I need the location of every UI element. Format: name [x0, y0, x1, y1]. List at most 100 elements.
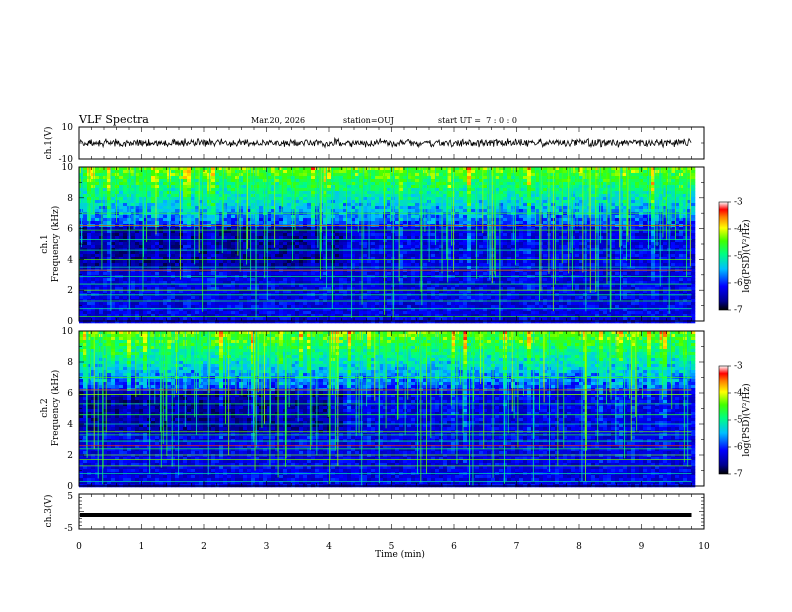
spectrogram-cell	[183, 185, 188, 189]
spectrogram-cell	[399, 248, 404, 252]
spectrogram-cell	[303, 230, 308, 234]
spectrogram-cell	[295, 269, 300, 273]
spectrogram-cell	[303, 287, 308, 291]
spectrogram-cell	[435, 266, 440, 270]
spectrogram-cell	[411, 206, 416, 210]
spectrogram-cell	[103, 260, 108, 264]
spectrogram-cell	[443, 305, 448, 309]
spectrogram-cell	[339, 212, 344, 216]
spectrogram-cell	[411, 230, 416, 234]
spectrogram-cell	[195, 185, 200, 189]
spectrogram-cell	[83, 296, 88, 300]
spectrogram-cell	[263, 242, 268, 246]
spectrogram-cell	[223, 284, 228, 288]
spectrogram-cell	[163, 227, 168, 231]
spectrogram-cell	[363, 281, 368, 285]
spectrogram-cell	[447, 287, 452, 291]
spectrogram-cell	[307, 197, 312, 201]
spectrogram-cell	[231, 242, 236, 246]
spectrogram-cell	[303, 212, 308, 216]
spectrogram-cell	[107, 227, 112, 231]
spectrogram-cell	[267, 305, 272, 309]
spectrogram-cell	[339, 263, 344, 267]
spectrogram-cell	[135, 266, 140, 270]
spectrogram-cell	[139, 314, 144, 318]
spectrogram-cell	[175, 278, 180, 282]
spectrogram-cell	[347, 236, 352, 240]
spectrogram-cell	[307, 185, 312, 189]
spectrogram-cell	[143, 287, 148, 291]
spectrogram-cell	[115, 311, 120, 315]
spectrogram-cell	[211, 311, 216, 315]
spectrogram-cell	[123, 236, 128, 240]
spectrogram-cell	[431, 272, 436, 276]
spectrogram-cell	[163, 266, 168, 270]
spectrogram-cell	[155, 278, 160, 282]
spectrogram-cell	[183, 305, 188, 309]
spectrogram-cell	[343, 257, 348, 261]
spectrogram-cell	[287, 290, 292, 294]
spectrogram-cell	[259, 260, 264, 264]
spectrogram-cell	[207, 218, 212, 222]
spectrogram-cell	[439, 218, 444, 222]
spectrogram-cell	[403, 287, 408, 291]
spectrogram-cell	[211, 182, 216, 186]
spectrogram-cell	[163, 263, 168, 267]
spectrogram-cell	[227, 212, 232, 216]
spectrogram-cell	[151, 284, 156, 288]
spectrogram-cell	[435, 197, 440, 201]
spectrogram-cell	[103, 311, 108, 315]
spectrogram-cell	[263, 173, 268, 177]
spectrogram-cell	[399, 296, 404, 300]
spectrogram-cell	[315, 188, 320, 192]
spectrogram-cell	[339, 188, 344, 192]
spectrogram-cell	[371, 236, 376, 240]
spectrogram-cell	[195, 296, 200, 300]
spectrogram-cell	[215, 194, 220, 198]
spectrogram-cell	[443, 284, 448, 288]
spectrogram-cell	[171, 269, 176, 273]
spectrogram-cell	[335, 314, 340, 318]
spectrogram-cell	[411, 233, 416, 237]
spectrogram-cell	[291, 272, 296, 276]
spectrogram-cell	[291, 182, 296, 186]
spectrogram-cell	[247, 167, 252, 171]
spectrogram-cell	[175, 296, 180, 300]
spectrogram-cell	[411, 176, 416, 180]
spectrogram-cell	[195, 263, 200, 267]
spectrogram-cell	[351, 263, 356, 267]
spectrogram-cell	[263, 209, 268, 213]
spectrogram-cell	[119, 290, 124, 294]
spectrogram-cell	[359, 287, 364, 291]
spectrogram-cell	[259, 278, 264, 282]
spectrogram-cell	[275, 287, 280, 291]
spectrogram-cell	[399, 263, 404, 267]
spectrogram-cell	[435, 212, 440, 216]
spectrogram-cell	[191, 203, 196, 207]
spectrogram-cell	[199, 260, 204, 264]
spectrogram-cell	[267, 182, 272, 186]
spectrogram-cell	[355, 179, 360, 183]
spectrogram-cell	[387, 173, 392, 177]
spectrogram-cell	[339, 173, 344, 177]
spectrogram-cell	[111, 284, 116, 288]
spectrogram-cell	[219, 239, 224, 243]
spectrogram-cell	[291, 314, 296, 318]
spectrogram-cell	[263, 284, 268, 288]
spectrogram-cell	[211, 200, 216, 204]
spectrogram-cell	[251, 317, 256, 321]
spectrogram-cell	[151, 188, 156, 192]
spectrogram-cell	[83, 176, 88, 180]
spectrogram-cell	[351, 194, 356, 198]
spectrogram-cell	[427, 290, 432, 294]
spectrogram-cell	[183, 302, 188, 306]
spectrogram-cell	[347, 200, 352, 204]
spectrogram-cell	[207, 185, 212, 189]
spectrogram-cell	[323, 245, 328, 249]
spectrogram-cell	[119, 227, 124, 231]
spectrogram-cell	[191, 314, 196, 318]
spectrogram-cell	[179, 167, 184, 171]
spectrogram-cell	[279, 317, 284, 321]
spectrogram-cell	[259, 257, 264, 261]
spectrogram-cell	[359, 263, 364, 267]
